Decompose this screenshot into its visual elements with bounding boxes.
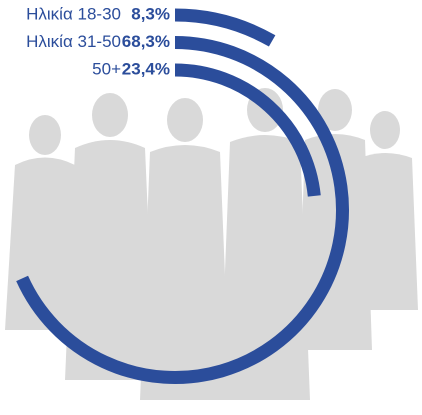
people-silhouettes xyxy=(5,88,418,400)
value-label: 8,3% xyxy=(131,4,170,23)
category-label: Ηλικία 31-50 xyxy=(26,32,121,51)
arc-bar xyxy=(174,63,321,197)
category-label: 50+ xyxy=(92,59,121,78)
arc-bar xyxy=(16,36,349,384)
category-label: Ηλικία 18-30 xyxy=(26,4,121,23)
value-label: 68,3% xyxy=(122,32,170,51)
value-label: 23,4% xyxy=(122,59,170,78)
arc-bar xyxy=(174,8,276,47)
